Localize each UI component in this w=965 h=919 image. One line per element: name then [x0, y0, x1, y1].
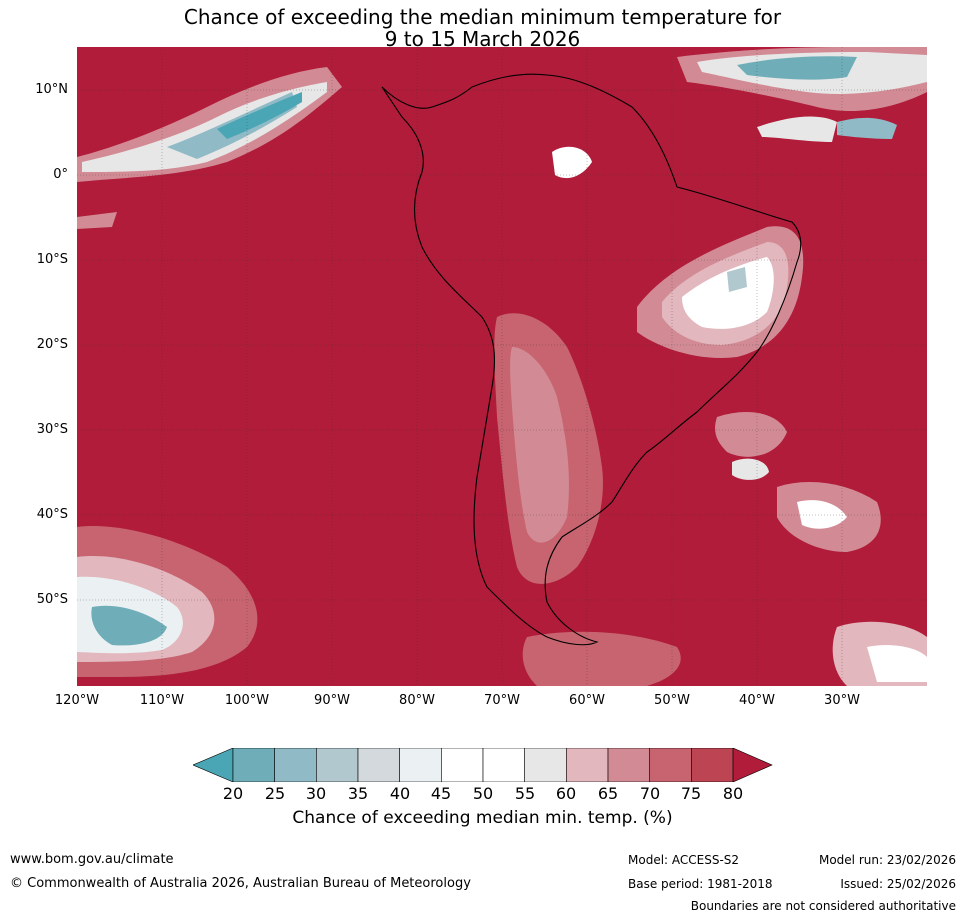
base-period: Base period: 1981-2018 — [628, 877, 773, 891]
lon-label-110w: 110°W — [139, 693, 185, 708]
legend-tick: 65 — [597, 784, 619, 803]
legend-tick: 60 — [555, 784, 577, 803]
lat-label-30s: 30°S — [36, 422, 68, 437]
lon-label-90w: 90°W — [314, 693, 350, 708]
colorbar-arrow-high — [732, 748, 773, 782]
lon-label-60w: 60°W — [569, 693, 605, 708]
colorbar-segment — [691, 748, 734, 782]
lon-label-100w: 100°W — [224, 693, 270, 708]
lon-label-70w: 70°W — [484, 693, 520, 708]
lon-label-30w: 30°W — [824, 693, 860, 708]
colorbar-segment — [566, 748, 609, 782]
lat-label-40s: 40°S — [36, 507, 68, 522]
colorbar-segment — [524, 748, 567, 782]
legend-tick: 20 — [222, 784, 244, 803]
legend-tick: 70 — [639, 784, 661, 803]
colorbar-segment — [357, 748, 400, 782]
probability-map — [77, 47, 927, 686]
colorbar-segment — [482, 748, 525, 782]
colorbar-segment — [316, 748, 359, 782]
lat-label-20s: 20°S — [36, 337, 68, 352]
lon-label-80w: 80°W — [399, 693, 435, 708]
colorbar-segment — [232, 748, 275, 782]
colorbar-segment — [649, 748, 692, 782]
lat-label-0: 0° — [53, 167, 68, 182]
copyright-text: © Commonwealth of Australia 2026, Austra… — [10, 876, 471, 891]
legend-tick: 75 — [680, 784, 702, 803]
lat-label-10s: 10°S — [36, 252, 68, 267]
model-run-date: Model run: 23/02/2026 — [818, 853, 956, 867]
legend-colorbar — [193, 748, 773, 782]
lower-probability-regions — [77, 47, 927, 686]
legend-tick: 80 — [722, 784, 744, 803]
map-title-line-2: 9 to 15 March 2026 — [384, 27, 581, 51]
coastline — [381, 73, 802, 646]
legend-tick: 40 — [389, 784, 411, 803]
colorbar-segment — [399, 748, 442, 782]
lon-label-50w: 50°W — [654, 693, 690, 708]
colorbar-arrow-low — [193, 748, 234, 782]
lat-label-50s: 50°S — [36, 592, 68, 607]
legend-tick: 45 — [430, 784, 452, 803]
lat-label-10n: 10°N — [35, 82, 68, 97]
lon-label-120w: 120°W — [54, 693, 100, 708]
legend-tick: 55 — [514, 784, 536, 803]
legend-tick: 25 — [264, 784, 286, 803]
legend-tick: 35 — [347, 784, 369, 803]
map-title-line-1: Chance of exceeding the median minimum t… — [183, 5, 782, 29]
model-name: Model: ACCESS-S2 — [628, 853, 740, 867]
colorbar-segment — [441, 748, 484, 782]
graticule — [77, 47, 927, 686]
colorbar-segment — [274, 748, 317, 782]
legend-label: Chance of exceeding median min. temp. (%… — [292, 808, 673, 828]
website-link[interactable]: www.bom.gov.au/climate — [10, 852, 174, 867]
lon-label-40w: 40°W — [739, 693, 775, 708]
colorbar-segment — [607, 748, 650, 782]
colorbar-segments — [193, 748, 773, 782]
legend-tick: 30 — [305, 784, 327, 803]
legend-tick: 50 — [472, 784, 494, 803]
issued-date: Issued: 25/02/2026 — [840, 877, 956, 891]
boundary-disclaimer: Boundaries are not considered authoritat… — [690, 899, 956, 913]
